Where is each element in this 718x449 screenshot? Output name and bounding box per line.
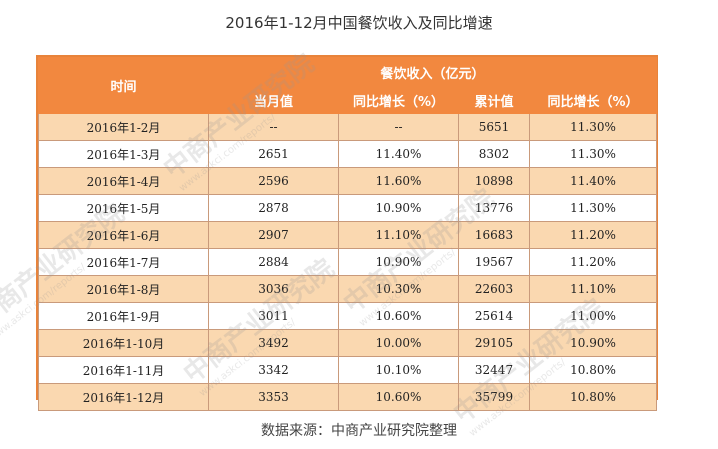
table-body: 2016年1-2月 -- -- 5651 11.30% 2016年1-3月 2651 11.4… [38,113,658,411]
column-header-time: 时间 [38,57,209,114]
cell-cumulative: 8302 [458,140,530,168]
cell-time: 2016年1-6月 [38,221,209,249]
table-row: 2016年1-12月 3353 10.60% 35799 10.80% [38,383,658,411]
cell-monthly-yoy: 10.00% [338,329,459,357]
column-group-header-revenue: 餐饮收入（亿元） [207,57,658,87]
table-header: 时间 餐饮收入（亿元） 当月值 同比增长（%） 累计值 同比增长（%） [38,57,658,114]
cell-monthly-yoy: 11.10% [338,221,459,249]
cell-cumulative: 16683 [458,221,530,249]
table-row: 2016年1-11月 3342 10.10% 32447 10.80% [38,356,658,384]
data-table-container: 时间 餐饮收入（亿元） 当月值 同比增长（%） 累计值 同比增长（%） 2016… [36,55,658,411]
cell-monthly-yoy: 11.40% [338,140,459,168]
cell-cumulative-yoy: 11.20% [528,248,658,276]
cell-monthly-yoy: 10.60% [338,302,459,330]
cell-cumulative-yoy: 10.80% [528,383,658,411]
cell-cumulative-yoy: 11.30% [528,113,658,141]
cell-cumulative: 13776 [458,194,530,222]
column-header-monthly: 当月值 [208,86,339,114]
cell-time: 2016年1-2月 [38,113,209,141]
column-header-monthly-yoy: 同比增长（%） [338,86,459,114]
cell-cumulative: 32447 [458,356,530,384]
cell-monthly: 3011 [208,302,339,330]
column-header-cumulative-yoy: 同比增长（%） [528,86,658,114]
cell-monthly-yoy: 10.60% [338,383,459,411]
table-row: 2016年1-10月 3492 10.00% 29105 10.90% [38,329,658,357]
cell-cumulative-yoy: 11.20% [528,221,658,249]
cell-cumulative-yoy: 11.30% [528,140,658,168]
cell-time: 2016年1-10月 [38,329,209,357]
cell-monthly: 2878 [208,194,339,222]
cell-cumulative-yoy: 11.00% [528,302,658,330]
cell-monthly-yoy: 11.60% [338,167,459,195]
cell-monthly-yoy: 10.30% [338,275,459,303]
cell-monthly-yoy: -- [338,113,459,141]
cell-cumulative: 35799 [458,383,530,411]
cell-time: 2016年1-11月 [38,356,209,384]
source-note: 数据来源：中商产业研究院整理 [261,423,457,439]
cell-monthly: 2907 [208,221,339,249]
cell-time: 2016年1-5月 [38,194,209,222]
column-header-cumulative: 累计值 [458,86,530,114]
table-row: 2016年1-3月 2651 11.40% 8302 11.30% [38,140,658,168]
cell-time: 2016年1-4月 [38,167,209,195]
cell-cumulative-yoy: 11.30% [528,194,658,222]
cell-monthly: 2651 [208,140,339,168]
table-row: 2016年1-8月 3036 10.30% 22603 11.10% [38,275,658,303]
cell-time: 2016年1-7月 [38,248,209,276]
cell-time: 2016年1-8月 [38,275,209,303]
cell-cumulative: 22603 [458,275,530,303]
cell-monthly-yoy: 10.90% [338,194,459,222]
cell-cumulative-yoy: 11.40% [528,167,658,195]
cell-monthly-yoy: 10.90% [338,248,459,276]
data-table: 时间 餐饮收入（亿元） 当月值 同比增长（%） 累计值 同比增长（%） 2016… [38,57,658,411]
cell-monthly: 3492 [208,329,339,357]
table-row: 2016年1-6月 2907 11.10% 16683 11.20% [38,221,658,249]
cell-monthly: 3036 [208,275,339,303]
cell-cumulative: 5651 [458,113,530,141]
cell-monthly: 3342 [208,356,339,384]
table-row: 2016年1-7月 2884 10.90% 19567 11.20% [38,248,658,276]
cell-cumulative: 19567 [458,248,530,276]
cell-monthly: 3353 [208,383,339,411]
table-row: 2016年1-9月 3011 10.60% 25614 11.00% [38,302,658,330]
cell-time: 2016年1-12月 [38,383,209,411]
cell-cumulative: 29105 [458,329,530,357]
cell-cumulative-yoy: 10.80% [528,356,658,384]
cell-monthly: 2884 [208,248,339,276]
cell-monthly-yoy: 10.10% [338,356,459,384]
cell-monthly: 2596 [208,167,339,195]
cell-time: 2016年1-3月 [38,140,209,168]
table-row: 2016年1-4月 2596 11.60% 10898 11.40% [38,167,658,195]
cell-cumulative: 25614 [458,302,530,330]
page-title: 2016年1-12月中国餐饮收入及同比增速 [225,14,493,32]
cell-cumulative: 10898 [458,167,530,195]
cell-time: 2016年1-9月 [38,302,209,330]
table-row: 2016年1-5月 2878 10.90% 13776 11.30% [38,194,658,222]
cell-cumulative-yoy: 11.10% [528,275,658,303]
cell-monthly: -- [208,113,339,141]
cell-cumulative-yoy: 10.90% [528,329,658,357]
table-row: 2016年1-2月 -- -- 5651 11.30% [38,113,658,141]
